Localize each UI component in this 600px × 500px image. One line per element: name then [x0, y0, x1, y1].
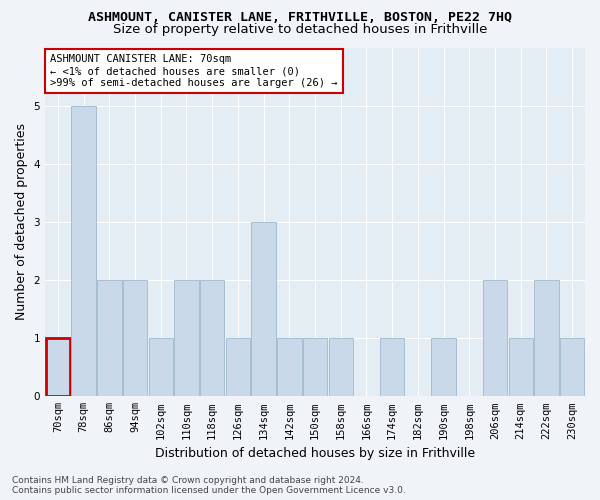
Bar [71, 106, 96, 397]
Bar [483, 280, 507, 396]
Bar [123, 280, 147, 396]
Bar [431, 338, 456, 396]
Bar [560, 338, 584, 396]
Bar [174, 280, 199, 396]
Bar [251, 222, 276, 396]
Bar [226, 338, 250, 396]
X-axis label: Distribution of detached houses by size in Frithville: Distribution of detached houses by size … [155, 447, 475, 460]
Bar [380, 338, 404, 396]
Bar [534, 280, 559, 396]
Text: ASHMOUNT CANISTER LANE: 70sqm
← <1% of detached houses are smaller (0)
>99% of s: ASHMOUNT CANISTER LANE: 70sqm ← <1% of d… [50, 54, 338, 88]
Bar [46, 338, 70, 396]
Text: Size of property relative to detached houses in Frithville: Size of property relative to detached ho… [113, 22, 487, 36]
Bar [277, 338, 302, 396]
Text: Contains HM Land Registry data © Crown copyright and database right 2024.
Contai: Contains HM Land Registry data © Crown c… [12, 476, 406, 495]
Text: ASHMOUNT, CANISTER LANE, FRITHVILLE, BOSTON, PE22 7HQ: ASHMOUNT, CANISTER LANE, FRITHVILLE, BOS… [88, 11, 512, 24]
Y-axis label: Number of detached properties: Number of detached properties [15, 124, 28, 320]
Bar [149, 338, 173, 396]
Bar [97, 280, 122, 396]
Bar [200, 280, 224, 396]
Bar [329, 338, 353, 396]
Bar [509, 338, 533, 396]
Bar [303, 338, 327, 396]
